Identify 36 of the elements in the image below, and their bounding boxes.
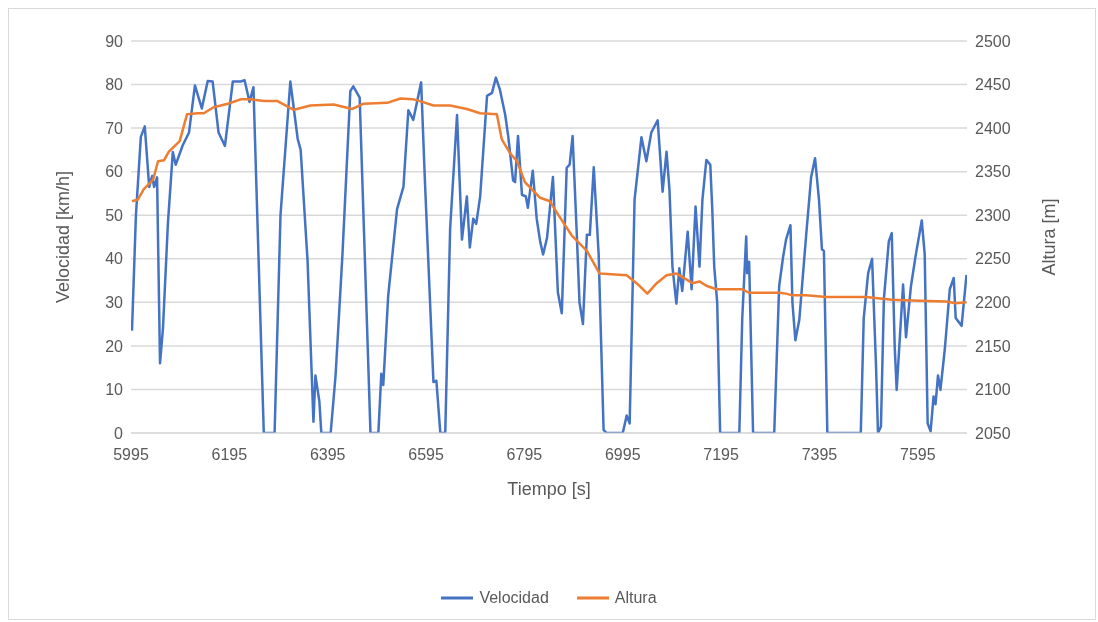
x-tick-label: 6795	[506, 446, 543, 464]
legend-label: Velocidad	[479, 589, 549, 607]
legend-label: Altura	[614, 589, 657, 607]
x-axis-title: Tiempo [s]	[507, 479, 591, 499]
x-tick-label: 5995	[113, 446, 149, 464]
y2-tick-label: 2400	[975, 119, 1011, 137]
y2-tick-label: 2450	[975, 76, 1011, 94]
y-tick-label: 10	[105, 381, 124, 399]
y2-tick-label: 2100	[975, 381, 1011, 399]
y2-tick-label: 2350	[975, 163, 1011, 181]
y2-tick-label: 2300	[975, 206, 1011, 224]
x-tick-label: 6395	[309, 446, 346, 464]
y-tick-label: 20	[105, 337, 124, 355]
y-tick-label: 50	[105, 206, 124, 224]
y2-tick-label: 2500	[975, 32, 1011, 50]
y2-axis-title: Altura [m]	[1039, 198, 1060, 276]
x-tick-label: 7595	[900, 446, 936, 464]
x-tick-label: 6195	[211, 446, 248, 464]
y-tick-label: 70	[105, 119, 124, 137]
y2-tick-label: 2200	[975, 294, 1011, 312]
y-tick-label: 90	[105, 32, 124, 50]
line-series	[131, 76, 967, 433]
y-axis-title: Velocidad [km/h]	[53, 170, 74, 304]
y-tick-label: 80	[105, 76, 124, 94]
y2-tick-label: 2150	[975, 337, 1011, 355]
x-tick-label: 7195	[703, 446, 740, 464]
x-tick-label: 6595	[408, 446, 444, 464]
y-tick-label: 40	[105, 250, 124, 268]
y2-tick-label: 2050	[975, 424, 1011, 442]
line-series	[131, 97, 967, 305]
x-tick-label: 7395	[801, 446, 838, 464]
x-tick-label: 6995	[604, 446, 641, 464]
y2-tick-label: 2250	[975, 250, 1011, 268]
y-tick-label: 0	[114, 424, 124, 442]
y-tick-label: 60	[105, 163, 124, 181]
y-tick-label: 30	[105, 294, 124, 312]
